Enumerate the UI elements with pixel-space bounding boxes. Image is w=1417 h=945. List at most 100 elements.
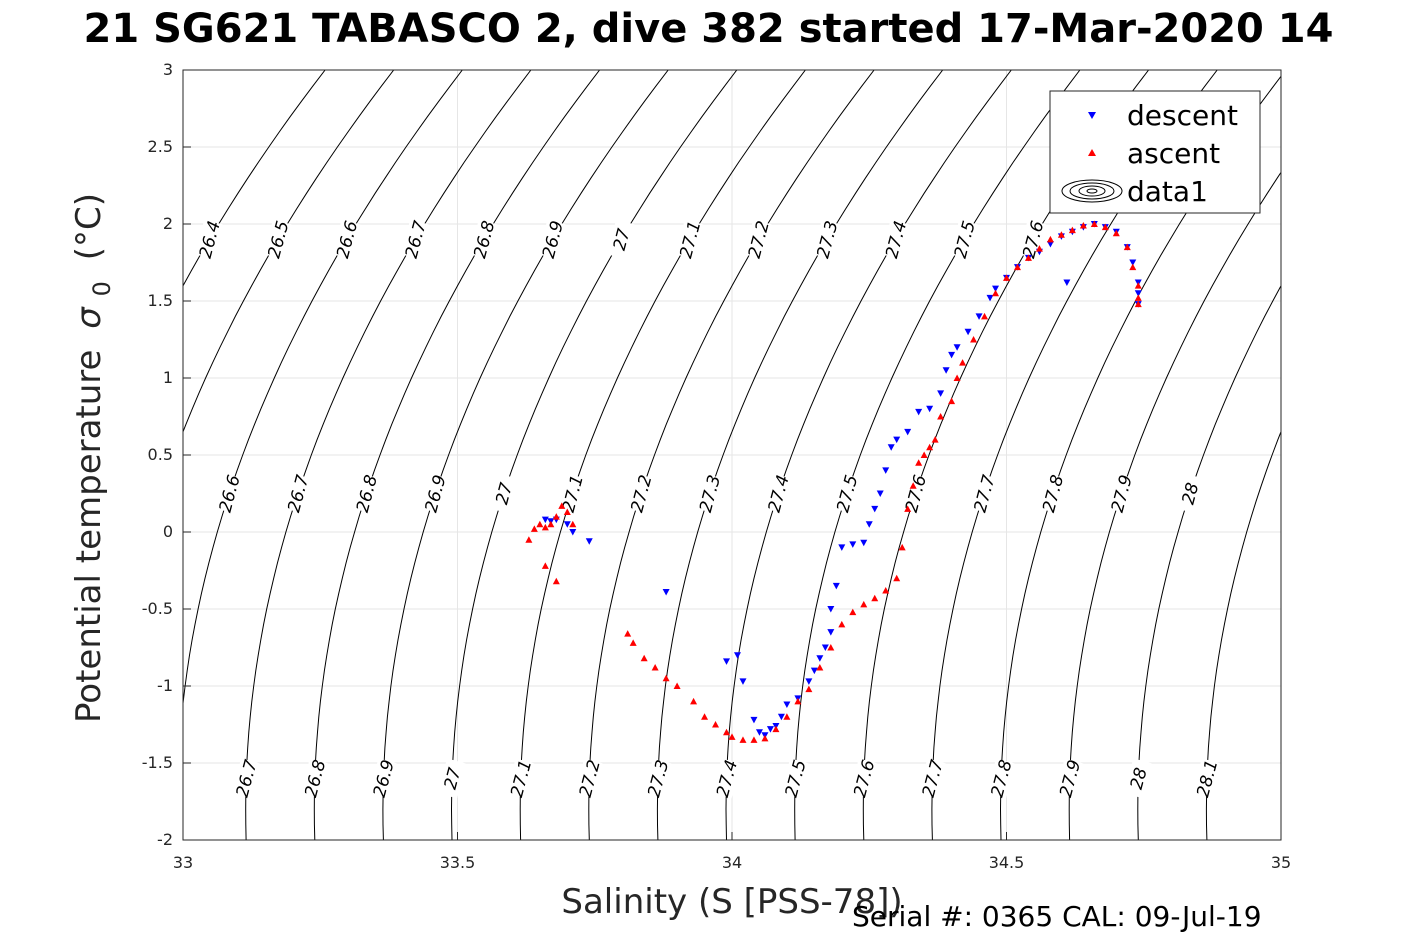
contour-label-bg bbox=[195, 219, 224, 260]
descent-point bbox=[585, 538, 593, 545]
contour-label: 27.6 bbox=[849, 758, 879, 800]
series-ascent bbox=[525, 220, 1142, 743]
descent-point bbox=[739, 678, 747, 685]
y-axis-label-sub: 0 bbox=[88, 281, 116, 296]
contour-label-text: 27.7 bbox=[919, 758, 948, 800]
ascent-point bbox=[673, 682, 681, 689]
ascent-point bbox=[1134, 300, 1142, 308]
descent-point bbox=[849, 541, 857, 548]
ascent-point bbox=[1090, 220, 1098, 227]
legend-data1-label: data1 bbox=[1127, 175, 1208, 208]
contour-label-bg bbox=[283, 473, 313, 514]
ascent-point bbox=[816, 664, 824, 671]
contour-label: 27.1 bbox=[506, 758, 536, 800]
legend-contour-icon bbox=[1069, 182, 1115, 200]
contour-label-text: 26.8 bbox=[353, 473, 382, 515]
legend-descent-label: descent bbox=[1127, 99, 1238, 132]
ascent-point bbox=[525, 536, 533, 543]
contour-label-bg bbox=[849, 758, 879, 799]
ascent-point bbox=[536, 520, 544, 528]
ascent-point bbox=[712, 721, 720, 728]
contour-label-text: 27.9 bbox=[1108, 473, 1137, 515]
contour-label-text: 27.5 bbox=[833, 473, 862, 515]
contour-label-bg bbox=[763, 473, 793, 514]
contour-label-bg bbox=[918, 758, 947, 799]
y-axis-label-main: Potential temperature bbox=[69, 350, 109, 723]
contour-label-text: 26.6 bbox=[333, 219, 362, 261]
y-tick-label: 3 bbox=[163, 60, 173, 79]
ascent-point bbox=[871, 594, 879, 602]
ascent-point bbox=[1079, 222, 1087, 229]
descent-point bbox=[723, 658, 731, 665]
descent-point bbox=[816, 655, 824, 662]
contour-label-text: 27.8 bbox=[988, 758, 1017, 800]
legend-ascent-marker bbox=[1088, 149, 1096, 156]
ascent-point bbox=[909, 482, 917, 489]
density-contour bbox=[725, 70, 1012, 840]
contour-label-bg bbox=[901, 473, 930, 514]
contour-label-bg bbox=[400, 219, 430, 260]
ascent-point bbox=[904, 505, 912, 512]
y-tick-label: 2.5 bbox=[148, 137, 173, 156]
data-series bbox=[525, 220, 1142, 743]
contour-label-bg bbox=[263, 219, 293, 260]
y-axis-label-sigma: σ bbox=[69, 306, 109, 329]
descent-point bbox=[750, 716, 758, 724]
contour-label: 27 bbox=[489, 473, 519, 514]
ascent-point bbox=[1013, 263, 1021, 271]
ascent-point bbox=[640, 654, 648, 662]
contour-label-text: 27.9 bbox=[1056, 758, 1085, 800]
descent-point bbox=[827, 629, 835, 636]
descent-point bbox=[926, 405, 934, 413]
ascent-point bbox=[750, 736, 758, 743]
x-tick-label: 33 bbox=[173, 853, 193, 872]
contour-label: 27.6 bbox=[901, 473, 931, 515]
ascent-point bbox=[569, 520, 577, 528]
contour-label-text: 27.4 bbox=[882, 219, 911, 261]
ascent-point bbox=[1129, 263, 1137, 271]
ascent-point bbox=[558, 502, 566, 509]
contour-label: 27 bbox=[606, 219, 636, 260]
ascent-point bbox=[805, 685, 813, 693]
contour-label-bg bbox=[332, 219, 362, 260]
density-contour bbox=[183, 70, 395, 434]
contour-label: 27.7 bbox=[918, 758, 948, 800]
ascent-point bbox=[772, 725, 780, 733]
ascent-point bbox=[1101, 223, 1109, 231]
contour-label: 27.7 bbox=[969, 473, 1000, 515]
contour-label-bg bbox=[1123, 758, 1153, 799]
contour-label-bg bbox=[1055, 758, 1085, 799]
x-tick-label: 35 bbox=[1271, 853, 1291, 872]
contour-label-bg bbox=[300, 758, 330, 799]
descent-point bbox=[821, 644, 829, 651]
contour-label-bg bbox=[712, 758, 741, 799]
x-axis-label: Salinity (S [PSS-78]) bbox=[561, 882, 902, 922]
ascent-point bbox=[690, 697, 698, 705]
y-tick-label: -1 bbox=[157, 676, 173, 695]
ascent-point bbox=[552, 513, 560, 520]
y-tick-label: 1 bbox=[163, 368, 173, 387]
descent-point bbox=[876, 490, 884, 497]
descent-point bbox=[953, 344, 961, 351]
serial-cal-text: Serial #: 0365 CAL: 09-Jul-19 bbox=[852, 900, 1262, 933]
ascent-point bbox=[959, 359, 967, 366]
ascent-point bbox=[948, 397, 956, 405]
contour-label-text: 26.9 bbox=[422, 473, 451, 515]
contour-label: 27.3 bbox=[643, 758, 673, 800]
ascent-point bbox=[893, 574, 901, 582]
contour-label: 26.9 bbox=[420, 473, 451, 515]
contour-label-text: 26.7 bbox=[402, 219, 431, 261]
contour-label: 27.3 bbox=[812, 219, 843, 261]
contour-label-bg bbox=[832, 473, 862, 514]
contour-label: 26.7 bbox=[400, 219, 431, 261]
descent-point bbox=[569, 529, 577, 536]
y-axis-label-unit: (°C) bbox=[69, 193, 109, 260]
ascent-point bbox=[1057, 231, 1065, 238]
ascent-point bbox=[838, 620, 846, 628]
ascent-point bbox=[981, 312, 989, 320]
legend: descent ascent data1 bbox=[1049, 90, 1261, 214]
density-contour bbox=[588, 70, 875, 840]
ascent-point bbox=[739, 736, 747, 743]
contour-label-bg bbox=[574, 758, 604, 799]
descent-point bbox=[964, 328, 972, 336]
